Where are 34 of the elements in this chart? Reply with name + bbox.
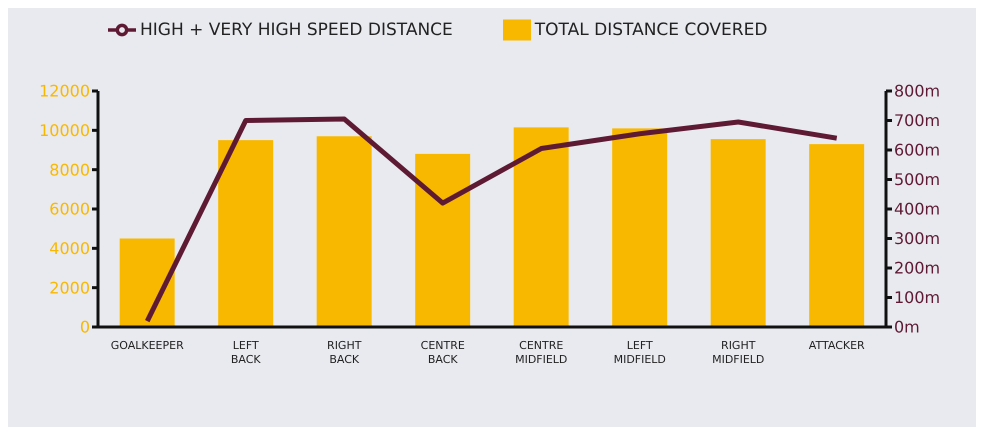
bar <box>514 127 569 327</box>
y-tick-label: 10000 <box>39 121 90 140</box>
y-tick-label: 0 <box>80 318 90 337</box>
legend-label: TOTAL DISTANCE COVERED <box>534 20 768 40</box>
y2-tick-label: 100m <box>894 288 940 308</box>
y2-tick-label: 500m <box>894 170 940 190</box>
x-tick-label: LEFT MIDFIELD <box>614 339 666 366</box>
bar <box>218 140 274 327</box>
bar <box>710 139 766 327</box>
y-tick-label: 2000 <box>49 278 90 298</box>
x-tick-label: RIGHT MIDFIELD <box>712 339 764 366</box>
legend-label: HIGH + VERY HIGH SPEED DISTANCE <box>140 20 453 40</box>
y2-tick-label: 200m <box>894 258 940 278</box>
y2-tick-label: 800m <box>894 82 940 101</box>
y-tick-label: 6000 <box>49 200 90 219</box>
bar <box>809 144 864 327</box>
y-tick-label: 4000 <box>49 239 90 258</box>
bar <box>415 154 470 327</box>
x-tick-label: GOALKEEPER <box>110 339 184 352</box>
y2-tick-label: 0m <box>894 318 920 337</box>
x-tick-label: ATTACKER <box>808 339 866 352</box>
y2-tick-label: 300m <box>894 229 940 248</box>
y2-tick-label: 600m <box>894 140 940 160</box>
y-tick-label: 8000 <box>49 160 90 180</box>
y-tick-label: 12000 <box>39 82 90 101</box>
x-tick-label: CENTRE BACK <box>420 339 465 366</box>
x-tick-label: RIGHT BACK <box>327 339 362 366</box>
x-tick-label: LEFT BACK <box>230 339 262 366</box>
x-tick-label: CENTRE MIDFIELD <box>515 339 568 366</box>
bar <box>316 136 372 327</box>
bar <box>612 128 668 327</box>
bar <box>120 238 175 327</box>
y2-tick-label: 700m <box>894 111 940 130</box>
y2-tick-label: 400m <box>894 200 940 219</box>
